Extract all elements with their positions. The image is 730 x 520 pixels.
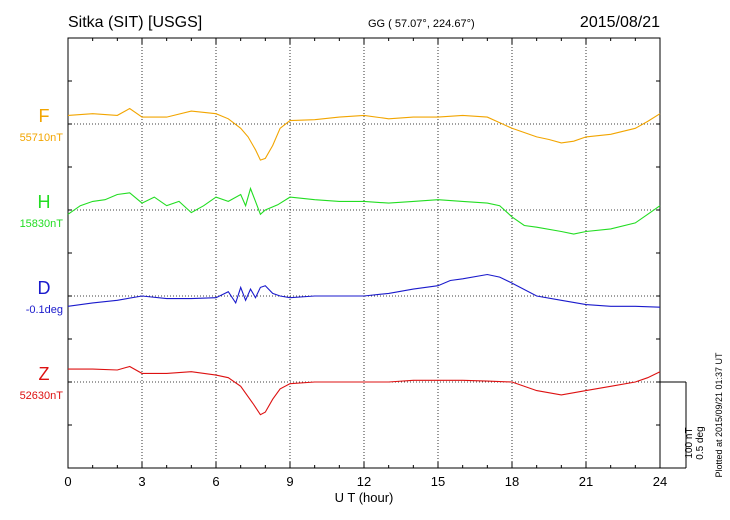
x-tick-label: 0 (64, 474, 71, 489)
series-baseline-h: 15830nT (20, 218, 64, 230)
plot-frame (67, 37, 661, 469)
x-tick-label: 3 (138, 474, 145, 489)
date-label: 2015/08/21 (580, 14, 660, 31)
series-name-h: H (38, 192, 51, 212)
scale-bar-deg-label: 0.5 deg (695, 426, 706, 459)
scale-bar: 100 nT 0.5 deg (660, 381, 706, 469)
x-tick-label: 24 (653, 474, 667, 489)
x-tick-label: 9 (286, 474, 293, 489)
coordinates-label: GG ( 57.07°, 224.67°) (368, 18, 475, 30)
x-tick-label: 6 (212, 474, 219, 489)
series-line-h (67, 186, 661, 235)
x-tick-label: 18 (505, 474, 519, 489)
series-baseline-f: 55710nT (20, 132, 64, 144)
series-name-d: D (38, 278, 51, 298)
series-name-z: Z (39, 364, 50, 384)
scale-bar-nt-label: 100 nT (684, 427, 695, 458)
series-name-f: F (39, 106, 50, 126)
series-baseline-d: -0.1deg (26, 304, 63, 316)
x-tick-label: 21 (579, 474, 593, 489)
station-title: Sitka (SIT) [USGS] (68, 14, 202, 31)
x-tick-label: 12 (357, 474, 371, 489)
series-baseline-z: 52630nT (20, 390, 64, 402)
series-line-z (68, 365, 661, 416)
plotted-timestamp: Plotted at 2015/09/21 01:37 UT (714, 352, 724, 478)
series-lines (67, 107, 661, 416)
series-labels: F 55710nT H 15830nT D -0.1deg Z 52630nT (20, 106, 64, 402)
x-tick-label: 15 (431, 474, 445, 489)
series-line-d (67, 273, 661, 308)
x-axis-label: U T (hour) (335, 490, 394, 505)
x-axis: 0 3 6 9 12 15 18 21 24 (64, 38, 667, 489)
series-line-f (67, 107, 661, 161)
grid (68, 38, 660, 468)
